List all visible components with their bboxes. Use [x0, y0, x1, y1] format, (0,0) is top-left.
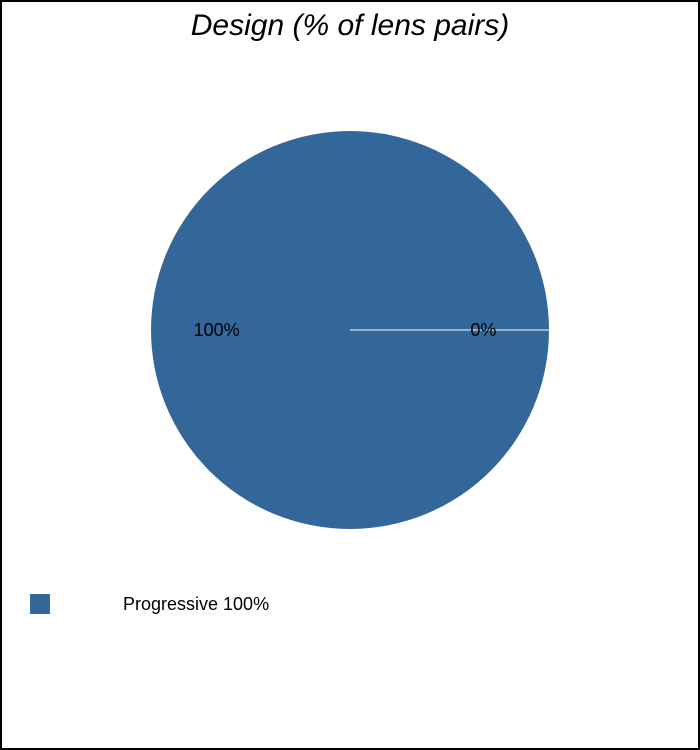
slice-label-0: 100% — [194, 320, 240, 340]
slice-label-1: 0% — [470, 320, 496, 340]
pie-labels: 100% 0% — [194, 320, 497, 340]
pie-slices — [151, 131, 549, 529]
legend-swatch-progressive — [30, 594, 50, 614]
legend-label-progressive: Progressive 100% — [123, 594, 270, 614]
legend: Progressive 100% — [30, 592, 269, 616]
chart-title: Design (% of lens pairs) — [190, 9, 510, 42]
